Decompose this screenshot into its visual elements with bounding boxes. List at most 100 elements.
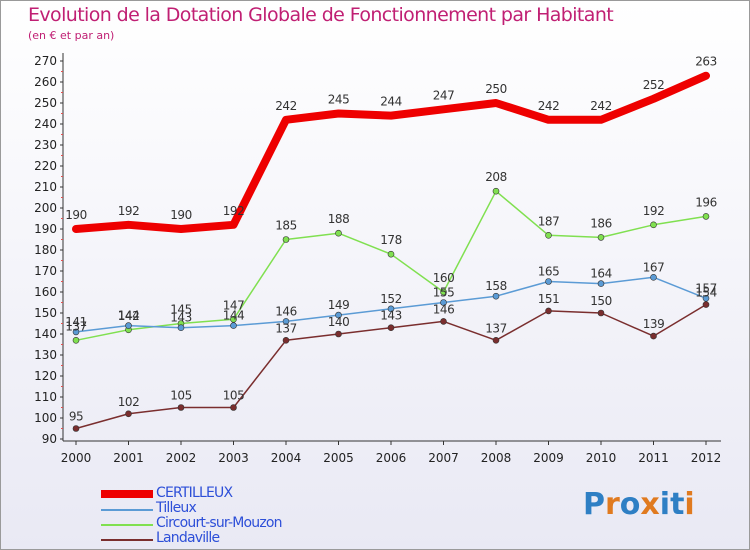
data-label: 157 [695, 281, 716, 295]
data-label: 105 [170, 389, 191, 403]
chart-title: Evolution de la Dotation Globale de Fonc… [28, 4, 614, 26]
data-point [545, 307, 552, 315]
x-tick-label: 2003 [218, 451, 249, 465]
y-tick-label: 210 [34, 180, 57, 194]
legend-label: Circourt-sur-Mouzon [156, 515, 283, 531]
legend-swatch [101, 524, 153, 526]
data-label: 196 [695, 195, 716, 209]
data-point [387, 324, 395, 332]
data-point [492, 292, 500, 300]
x-tick-label: 2007 [428, 451, 459, 465]
x-tick-label: 2005 [323, 451, 354, 465]
data-label: 208 [485, 170, 506, 184]
data-point [230, 315, 237, 323]
legend-item-tilleux: Tilleux [101, 500, 361, 518]
legend-item-circourt-sur-mouzon: Circourt-sur-Mouzon [101, 515, 361, 533]
y-tick-label: 270 [34, 54, 57, 68]
x-tick-label: 2004 [271, 451, 302, 465]
data-label: 142 [118, 309, 139, 323]
data-point [597, 234, 605, 241]
data-point [230, 322, 237, 329]
data-label: 141 [65, 315, 86, 329]
data-point [545, 232, 552, 239]
y-tick-label: 130 [34, 348, 57, 362]
data-label: 137 [485, 321, 506, 335]
legend-item-certilleux: CERTILLEUX [101, 485, 361, 503]
data-label: 146 [433, 302, 454, 316]
data-label: 137 [275, 321, 296, 335]
data-label: 244 [380, 95, 401, 109]
data-point [335, 330, 342, 338]
data-label: 147 [223, 298, 244, 312]
data-point [702, 294, 710, 302]
data-point [702, 301, 710, 308]
data-point [597, 309, 605, 317]
y-tick-label: 160 [34, 285, 57, 299]
data-point [650, 332, 657, 340]
legend-swatch [101, 490, 153, 498]
data-label: 143 [380, 309, 401, 323]
y-tick-label: 140 [34, 327, 57, 341]
data-label: 192 [643, 204, 664, 218]
data-label: 152 [380, 292, 401, 306]
data-label: 160 [433, 271, 454, 285]
data-label: 155 [433, 286, 454, 300]
legend-label: CERTILLEUX [156, 485, 233, 501]
data-label: 190 [65, 208, 86, 222]
x-tick-label: 2006 [376, 451, 407, 465]
data-point [335, 311, 342, 319]
y-tick-label: 100 [34, 411, 57, 425]
y-tick-label: 240 [34, 117, 57, 131]
data-label: 146 [275, 304, 296, 318]
y-tick-label: 230 [34, 138, 57, 152]
data-point [125, 322, 132, 329]
chart-subtitle: (en € et par an) [28, 29, 115, 42]
data-point [440, 288, 447, 296]
legend-item-landaville: Landaville [101, 530, 361, 548]
data-label: 192 [223, 204, 244, 218]
data-label: 150 [590, 294, 611, 308]
data-label: 140 [328, 315, 349, 329]
data-label: 245 [328, 93, 349, 107]
data-label: 154 [695, 286, 716, 300]
data-point [440, 299, 447, 306]
legend-label: Tilleux [156, 500, 197, 516]
data-point [492, 187, 500, 195]
data-label: 250 [485, 82, 506, 96]
data-label: 186 [590, 216, 611, 230]
y-tick-label: 220 [34, 159, 57, 173]
x-tick-label: 2011 [638, 451, 669, 465]
data-point [650, 273, 657, 281]
data-label: 242 [275, 99, 296, 113]
data-point [387, 305, 395, 313]
data-label: 165 [538, 265, 559, 279]
data-label: 190 [170, 208, 191, 222]
data-label: 164 [590, 267, 611, 281]
data-point [282, 236, 290, 243]
y-tick-label: 120 [34, 369, 57, 383]
data-point [440, 318, 447, 325]
y-tick-label: 250 [34, 96, 57, 110]
data-point [177, 324, 185, 332]
data-label: 247 [433, 88, 454, 102]
data-point [72, 425, 80, 432]
data-label: 242 [538, 99, 559, 113]
data-label: 167 [643, 260, 664, 274]
x-tick-label: 2000 [61, 451, 92, 465]
x-tick-label: 2009 [533, 451, 564, 465]
y-tick-label: 180 [34, 243, 57, 257]
x-tick-label: 2001 [113, 451, 144, 465]
y-tick-label: 110 [34, 390, 57, 404]
y-tick-label: 200 [34, 201, 57, 215]
y-tick-label: 90 [42, 432, 57, 446]
data-label: 187 [538, 214, 559, 228]
y-tick-label: 260 [34, 75, 57, 89]
x-tick-label: 2010 [586, 451, 617, 465]
data-label: 102 [118, 395, 139, 409]
data-label: 151 [538, 292, 559, 306]
data-point [72, 328, 80, 336]
series-line-certilleux [72, 71, 710, 233]
data-label: 145 [170, 303, 191, 317]
